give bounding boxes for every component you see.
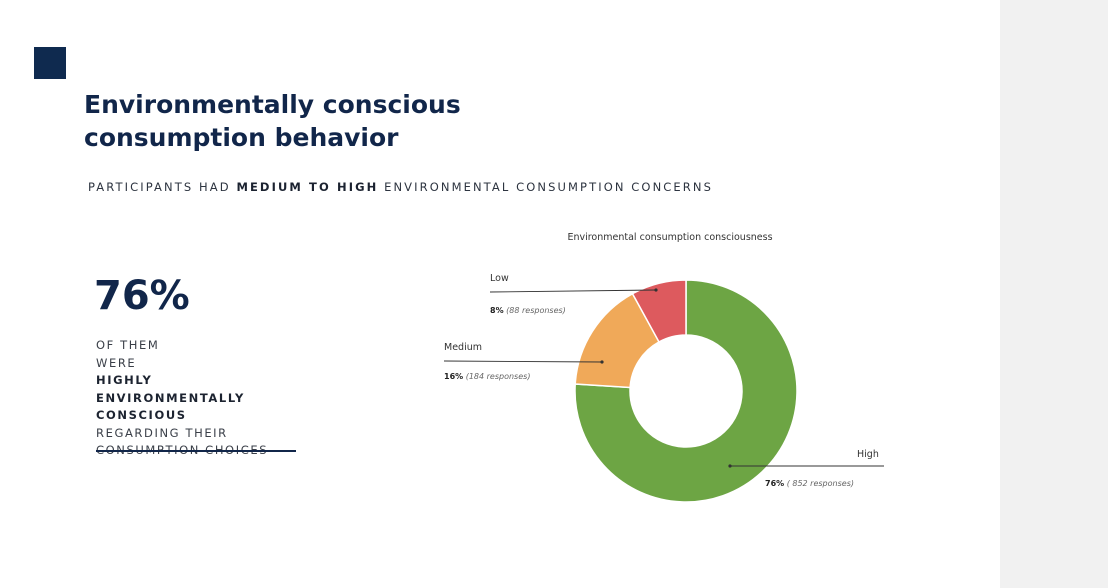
- sub-high: 76% ( 852 responses): [765, 479, 854, 488]
- stat-line-4: CONSCIOUS REGARDING THEIR: [96, 407, 416, 442]
- sub-medium: 16% (184 responses): [444, 372, 530, 381]
- side-panel: [1000, 0, 1108, 588]
- sub-low: 8% (88 responses): [490, 306, 566, 315]
- chart-title: Environmental consumption consciousness: [567, 232, 773, 243]
- stat-value: 76%: [94, 273, 190, 319]
- stat-line-3-bold: ENVIRONMENTALLY: [96, 390, 245, 405]
- resp-high: ( 852 responses): [786, 479, 854, 488]
- pct-high: 76%: [765, 479, 785, 488]
- leader-medium: [443, 360, 603, 363]
- slide-subtitle: PARTICIPANTS HAD MEDIUM TO HIGH ENVIRONM…: [88, 180, 968, 194]
- subtitle-pre: PARTICIPANTS HAD: [88, 180, 237, 194]
- label-medium: Medium: [444, 342, 482, 353]
- stat-line-3: ENVIRONMENTALLY: [96, 390, 416, 408]
- pct-low: 8%: [490, 306, 504, 315]
- leader-low-dot: [654, 288, 658, 292]
- stat-line-1: OF THEM: [96, 338, 160, 352]
- stat-underline: [96, 450, 296, 452]
- title-line-1: Environmentally conscious: [84, 90, 461, 119]
- label-low: Low: [490, 273, 509, 284]
- leader-low: [489, 289, 657, 293]
- accent-square: [34, 47, 66, 79]
- donut-chart: [443, 279, 884, 503]
- subtitle-bold: MEDIUM TO HIGH: [236, 180, 379, 194]
- label-high: High: [857, 449, 879, 460]
- resp-low: (88 responses): [506, 306, 566, 315]
- stat-line-2-pre: WERE: [96, 355, 137, 370]
- slice-low: [631, 279, 687, 343]
- slide-title: Environmentally conscious consumption be…: [84, 88, 604, 154]
- stat-line-2: WERE HIGHLY: [96, 355, 416, 390]
- slide: Environmentally conscious consumption be…: [34, 47, 968, 503]
- stat-line-4-bold: CONSCIOUS: [96, 408, 187, 422]
- leader-medium-dot: [600, 360, 604, 364]
- stat-line-2-bold: HIGHLY: [96, 373, 153, 387]
- resp-medium: (184 responses): [465, 372, 531, 381]
- leader-high-dot: [728, 464, 732, 468]
- subtitle-post: ENVIRONMENTAL CONSUMPTION CONCERNS: [378, 180, 713, 194]
- stat-line-4-post: REGARDING THEIR: [96, 425, 228, 440]
- slice-high: [574, 279, 798, 503]
- pct-medium: 16%: [444, 372, 464, 381]
- title-line-2: consumption behavior: [84, 123, 399, 152]
